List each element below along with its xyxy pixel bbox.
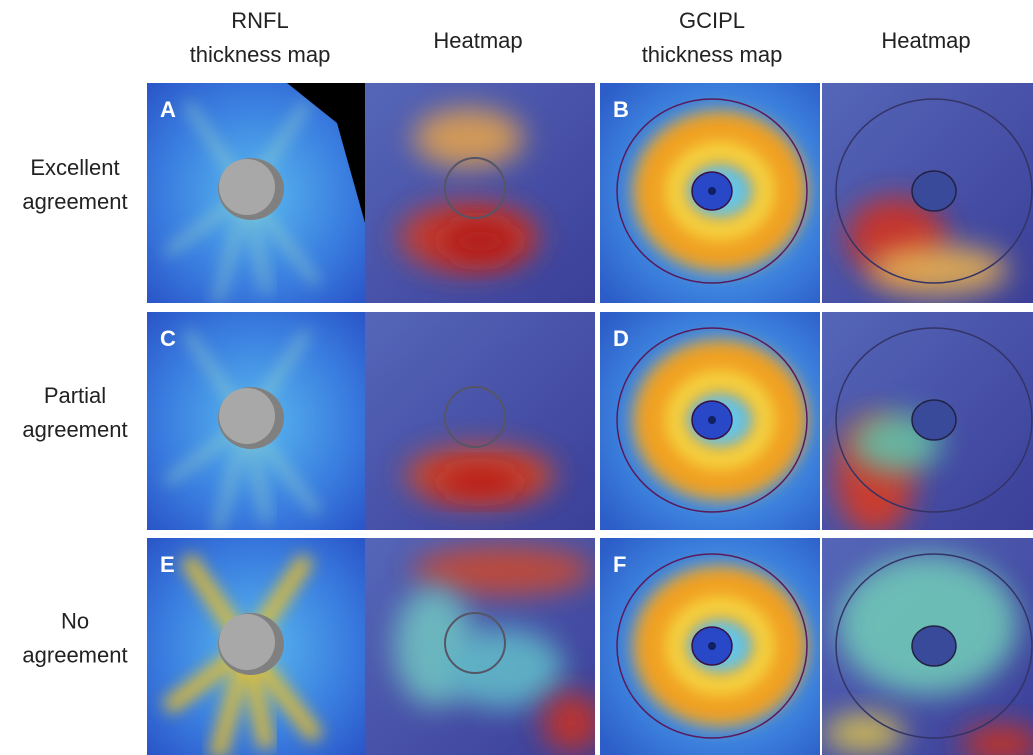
row-label: agreement — [22, 417, 127, 442]
heat-blob — [542, 692, 602, 752]
panel-image — [822, 312, 1033, 536]
row-label: agreement — [22, 642, 127, 667]
panel-letter: A — [160, 97, 176, 122]
fovea-center — [708, 642, 716, 650]
row-label: Excellent — [30, 155, 119, 180]
row-label: Partial — [44, 383, 106, 408]
panel-image — [365, 312, 595, 530]
panel-letter: F — [613, 552, 626, 577]
optic-disc — [219, 159, 275, 215]
column-header: thickness map — [642, 42, 783, 67]
panel-letter: E — [160, 552, 175, 577]
inner-ring — [912, 400, 956, 440]
panel-image — [822, 83, 1033, 303]
panel-letter: B — [613, 97, 629, 122]
panel-image — [365, 83, 595, 303]
fovea-center — [708, 187, 716, 195]
panel-image — [600, 538, 820, 755]
column-header: RNFL — [231, 8, 288, 33]
panel-image — [147, 312, 365, 532]
panel-letter: D — [613, 326, 629, 351]
panel-image — [600, 312, 820, 530]
panel-image — [822, 538, 1033, 755]
fovea-center — [708, 416, 716, 424]
heat-blob — [824, 713, 904, 753]
panel-letter: C — [160, 326, 176, 351]
panel-image — [147, 83, 365, 303]
row-label: No — [61, 608, 89, 633]
optic-disc — [219, 388, 275, 444]
column-header: thickness map — [190, 42, 331, 67]
heat-blob — [838, 555, 1018, 695]
heat-blob — [440, 221, 520, 261]
panel-image — [365, 538, 602, 755]
heat-blob — [443, 628, 563, 708]
panel-image — [147, 538, 365, 755]
heat-blob — [868, 245, 1008, 295]
figure: RNFL thickness map Heatmap GCIPL thickness m… — [0, 0, 1033, 755]
column-header: Heatmap — [433, 28, 522, 53]
column-header: GCIPL — [679, 8, 745, 33]
panel-image — [600, 83, 820, 303]
inner-ring — [912, 626, 956, 666]
inner-ring — [912, 171, 956, 211]
column-header: Heatmap — [881, 28, 970, 53]
row-label: agreement — [22, 189, 127, 214]
heat-blob — [435, 467, 525, 497]
optic-disc — [219, 614, 275, 670]
